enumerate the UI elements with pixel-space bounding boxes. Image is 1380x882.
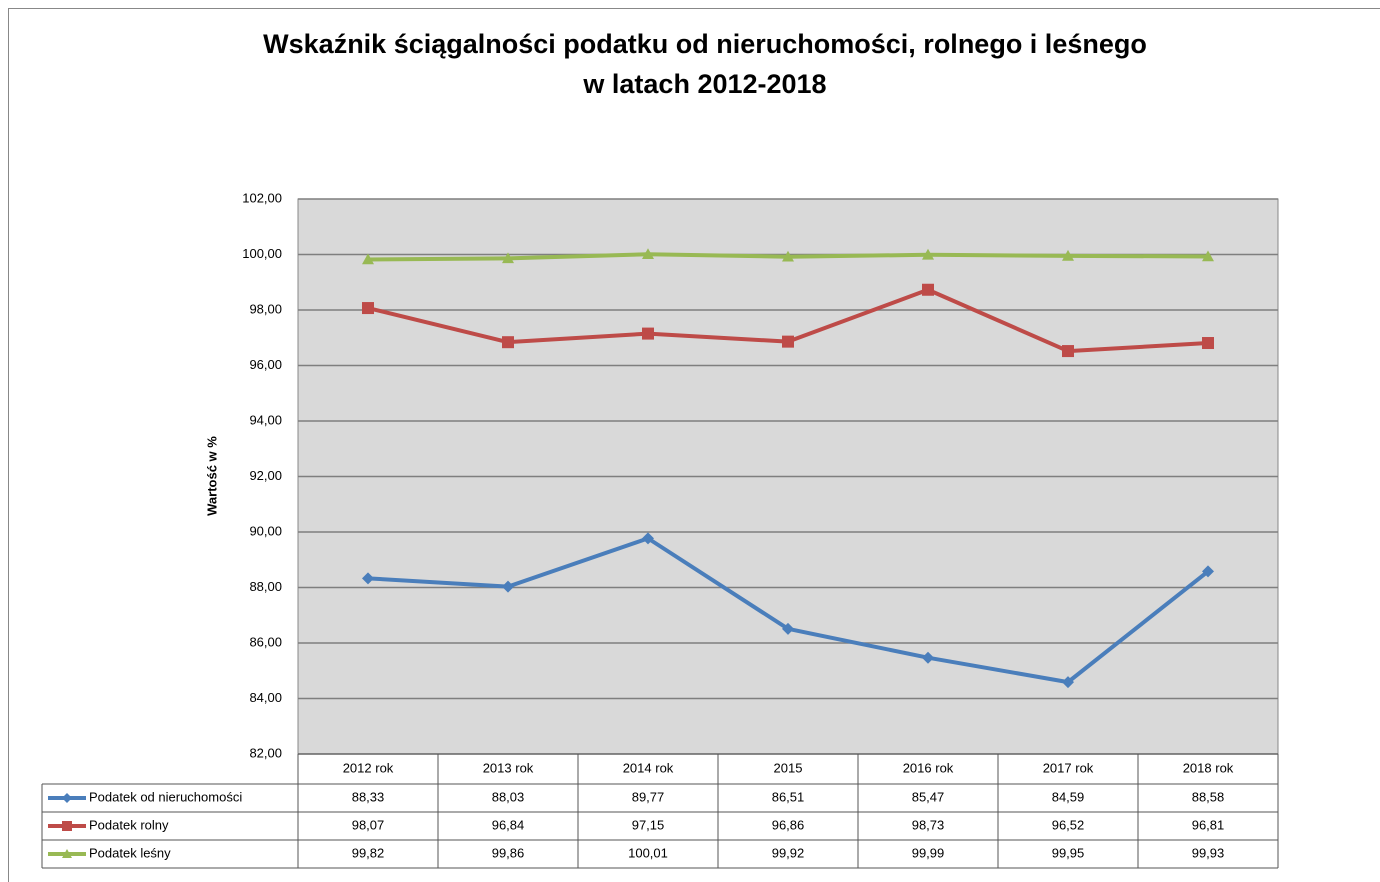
table-value: 99,95 xyxy=(1052,845,1085,860)
y-tick-label: 86,00 xyxy=(249,634,282,649)
legend-label: Podatek leśny xyxy=(89,845,171,860)
table-value: 99,92 xyxy=(772,845,805,860)
marker xyxy=(782,250,794,262)
y-tick-label: 98,00 xyxy=(249,301,282,316)
table-value: 89,77 xyxy=(632,789,665,804)
table-value: 99,99 xyxy=(912,845,945,860)
marker xyxy=(502,252,514,264)
marker xyxy=(922,651,934,664)
marker xyxy=(1062,249,1074,261)
x-tick-label: 2014 rok xyxy=(623,760,674,775)
x-tick-label: 2012 rok xyxy=(343,760,394,775)
table-value: 96,81 xyxy=(1192,817,1225,832)
marker xyxy=(362,302,374,315)
table-value: 88,03 xyxy=(492,789,525,804)
marker xyxy=(642,248,654,260)
table-value: 98,07 xyxy=(352,817,385,832)
legend-label: Podatek od nieruchomości xyxy=(89,789,242,804)
legend-label: Podatek rolny xyxy=(89,817,169,832)
marker xyxy=(1202,565,1214,578)
table-value: 99,93 xyxy=(1192,845,1225,860)
table-value: 88,58 xyxy=(1192,789,1225,804)
x-tick-label: 2017 rok xyxy=(1043,760,1094,775)
marker xyxy=(362,572,374,585)
y-tick-label: 84,00 xyxy=(249,690,282,705)
legend-marker xyxy=(62,793,72,803)
legend-marker xyxy=(62,821,72,831)
y-tick-label: 90,00 xyxy=(249,523,282,538)
x-tick-label: 2018 rok xyxy=(1183,760,1234,775)
marker xyxy=(782,335,794,348)
chart-title: w latach 2012-2018 xyxy=(582,69,826,99)
y-tick-label: 88,00 xyxy=(249,579,282,594)
table-value: 98,73 xyxy=(912,817,945,832)
table-value: 85,47 xyxy=(912,789,945,804)
table-value: 96,84 xyxy=(492,817,525,832)
table-value: 96,86 xyxy=(772,817,805,832)
table-value: 84,59 xyxy=(1052,789,1085,804)
marker xyxy=(642,532,654,545)
y-axis-label: Wartość w % xyxy=(204,436,219,516)
marker xyxy=(362,253,374,265)
marker xyxy=(502,336,514,349)
y-tick-label: 94,00 xyxy=(249,412,282,427)
x-tick-label: 2015 xyxy=(774,760,803,775)
y-tick-label: 100,00 xyxy=(242,246,282,261)
marker xyxy=(922,248,934,260)
marker xyxy=(642,327,654,340)
legend-marker xyxy=(62,849,72,858)
table-value: 99,82 xyxy=(352,845,385,860)
table-value: 99,86 xyxy=(492,845,525,860)
x-tick-label: 2013 rok xyxy=(483,760,534,775)
y-tick-label: 102,00 xyxy=(242,190,282,205)
marker xyxy=(1202,337,1214,350)
table-value: 88,33 xyxy=(352,789,385,804)
table-value: 97,15 xyxy=(632,817,665,832)
marker xyxy=(922,283,934,296)
table-value: 96,52 xyxy=(1052,817,1085,832)
marker xyxy=(1062,676,1074,689)
marker xyxy=(502,580,514,593)
y-tick-label: 92,00 xyxy=(249,468,282,483)
marker xyxy=(1062,345,1074,358)
table-value: 100,01 xyxy=(628,845,668,860)
chart-title: Wskaźnik ściągalności podatku od nieruch… xyxy=(263,29,1147,59)
y-tick-label: 82,00 xyxy=(249,745,282,760)
marker xyxy=(1202,250,1214,262)
marker xyxy=(782,622,794,635)
table-value: 86,51 xyxy=(772,789,805,804)
x-tick-label: 2016 rok xyxy=(903,760,954,775)
y-tick-label: 96,00 xyxy=(249,357,282,372)
